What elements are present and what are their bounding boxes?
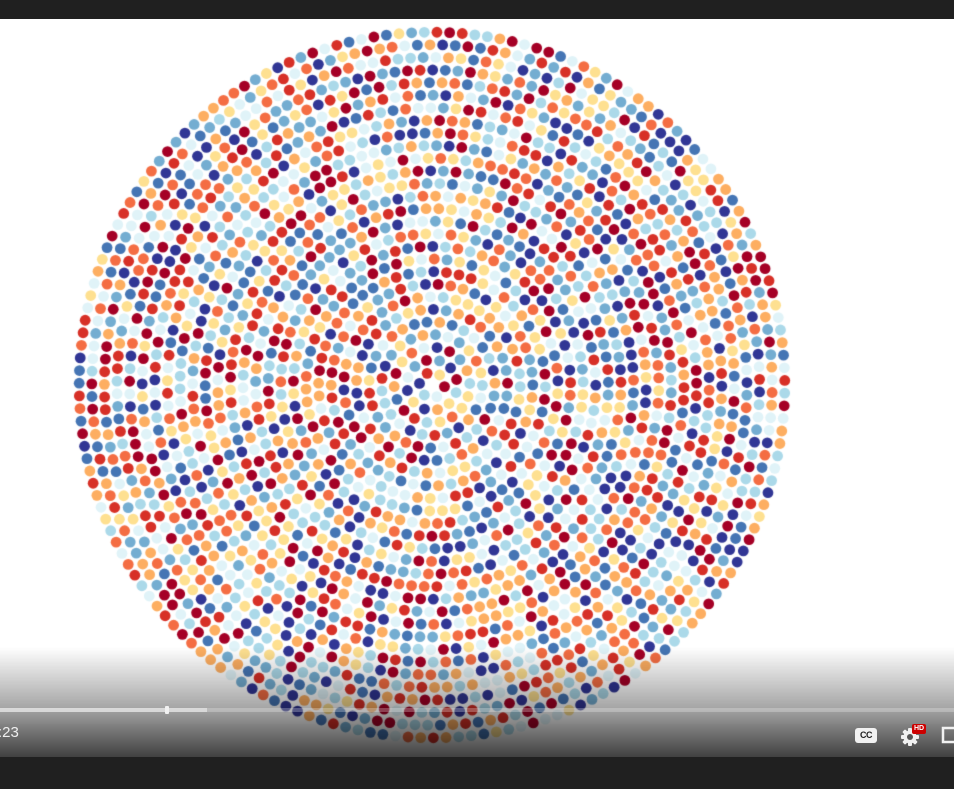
closed-captions-icon: CC [855, 728, 877, 743]
hd-badge: HD [912, 724, 927, 734]
theater-mode-button[interactable] [940, 720, 954, 750]
video-player[interactable]: :23 CC HD [0, 19, 954, 757]
video-frame-dot-circle [0, 19, 954, 757]
scrubber-handle[interactable] [164, 706, 169, 714]
played-bar [0, 708, 167, 712]
time-display: :23 [0, 724, 19, 741]
theater-mode-icon [941, 726, 954, 744]
below-player-area [0, 757, 954, 789]
buffered-bar [0, 708, 208, 712]
subtitles-button[interactable]: CC [851, 720, 881, 750]
settings-button[interactable]: HD [898, 720, 928, 750]
progress-bar[interactable] [0, 706, 954, 714]
